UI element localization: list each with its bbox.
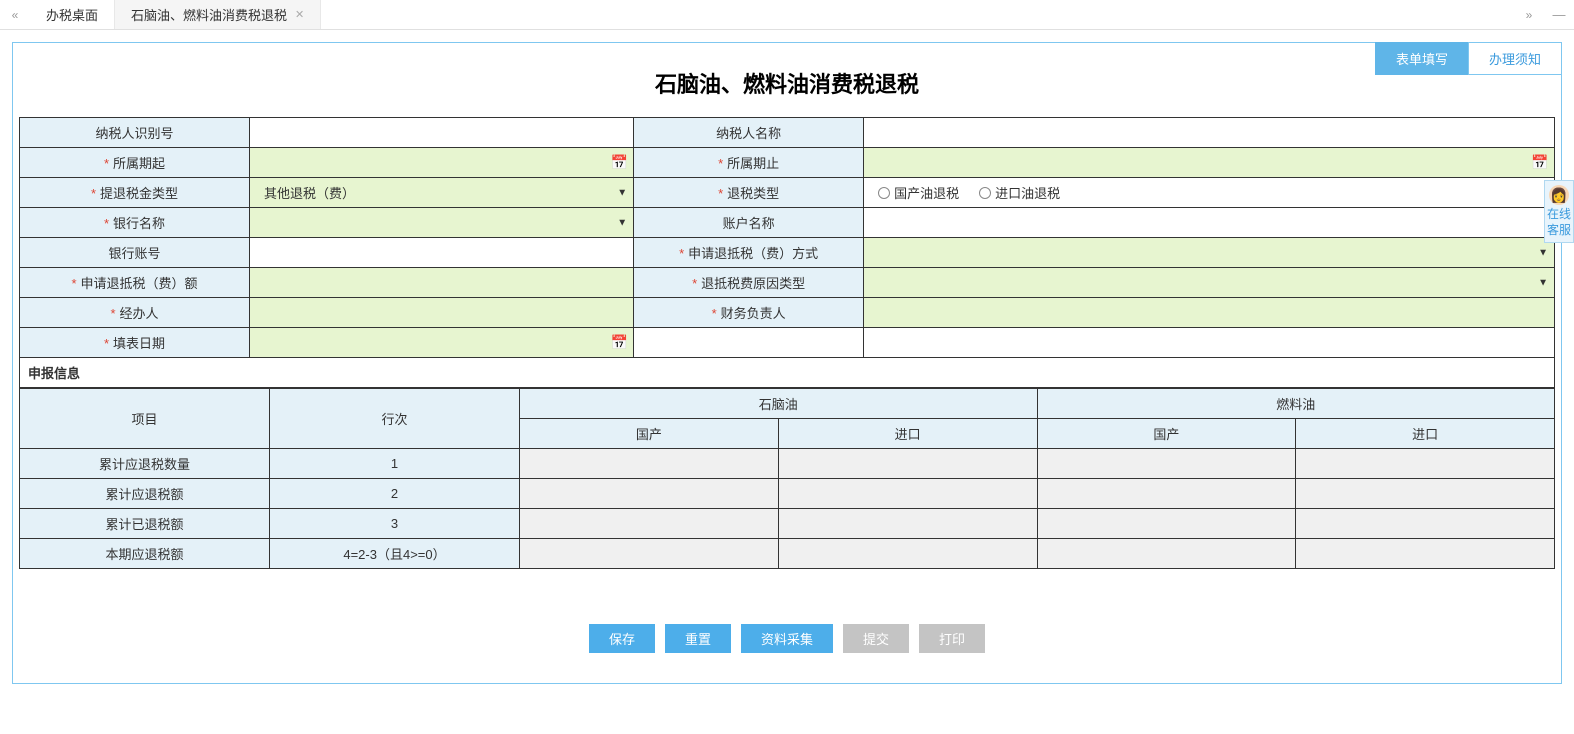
collect-button[interactable]: 资料采集 [741, 624, 833, 653]
field-fill-date[interactable]: 📅 [250, 328, 634, 358]
field-refund-method[interactable]: ▼ [864, 238, 1555, 268]
calendar-icon[interactable]: 📅 [1532, 155, 1548, 171]
cs-label: 客服 [1545, 223, 1573, 239]
col-line: 行次 [270, 389, 520, 449]
label-bank-account: 银行账号 [20, 238, 250, 268]
cell-input[interactable] [1296, 509, 1555, 539]
field-refund-reason[interactable]: ▼ [864, 268, 1555, 298]
tab-refund[interactable]: 石脑油、燃料油消费税退税 ✕ [115, 0, 321, 29]
form-table: 纳税人识别号 纳税人名称 *所属期起 📅 *所属期止 📅 *提退 [19, 117, 1555, 388]
tab-label: 石脑油、燃料油消费税退税 [131, 5, 287, 24]
table-row: 累计应退税额 2 [20, 479, 1555, 509]
declare-table: 项目 行次 石脑油 燃料油 国产 进口 国产 进口 累计应退税数量 1 [19, 388, 1555, 569]
cell-input[interactable] [520, 449, 779, 479]
tab-bar: « 办税桌面 石脑油、燃料油消费税退税 ✕ » — [0, 0, 1574, 30]
chevron-down-icon[interactable]: ▼ [617, 187, 627, 198]
field-tax-refund-type: 国产油退税 进口油退税 [864, 178, 1555, 208]
field-period-start[interactable]: 📅 [250, 148, 634, 178]
cell-input[interactable] [778, 449, 1037, 479]
radio-import[interactable]: 进口油退税 [979, 183, 1060, 202]
label-refund-fund-type: *提退税金类型 [20, 178, 250, 208]
col-naphtha-domestic: 国产 [520, 419, 779, 449]
tab-label: 办税桌面 [46, 5, 98, 24]
tabs-scroll-right[interactable]: » [1514, 0, 1544, 29]
field-taxpayer-name[interactable] [864, 118, 1555, 148]
label-period-start: *所属期起 [20, 148, 250, 178]
radio-icon [979, 187, 991, 199]
field-operator[interactable] [250, 298, 634, 328]
label-refund-amount: *申请退抵税（费）额 [20, 268, 250, 298]
cs-label: 在线 [1545, 207, 1573, 223]
cell-input[interactable] [778, 509, 1037, 539]
label-fill-date: *填表日期 [20, 328, 250, 358]
col-item: 项目 [20, 389, 270, 449]
field-refund-fund-type[interactable]: 其他退税（费） ▼ [250, 178, 634, 208]
radio-domestic[interactable]: 国产油退税 [878, 183, 959, 202]
cell-input[interactable] [1296, 479, 1555, 509]
field-finance-head[interactable] [864, 298, 1555, 328]
cell-input[interactable] [520, 479, 779, 509]
submit-button: 提交 [843, 624, 909, 653]
radio-icon [878, 187, 890, 199]
col-naphtha: 石脑油 [520, 389, 1038, 419]
label-taxpayer-id: 纳税人识别号 [20, 118, 250, 148]
label-refund-method: *申请退抵税（费）方式 [634, 238, 864, 268]
save-button[interactable]: 保存 [589, 624, 655, 653]
cell-input[interactable] [1296, 539, 1555, 569]
label-taxpayer-name: 纳税人名称 [634, 118, 864, 148]
cell-input[interactable] [778, 539, 1037, 569]
field-bank-name[interactable]: ▼ [250, 208, 634, 238]
cell-input[interactable] [1037, 479, 1296, 509]
label-account-name: 账户名称 [634, 208, 864, 238]
print-button: 打印 [919, 624, 985, 653]
reset-button[interactable]: 重置 [665, 624, 731, 653]
chevron-down-icon[interactable]: ▼ [1538, 247, 1548, 258]
label-period-end: *所属期止 [634, 148, 864, 178]
field-period-end[interactable]: 📅 [864, 148, 1555, 178]
chevron-down-icon[interactable]: ▼ [1538, 277, 1548, 288]
label-bank-name: *银行名称 [20, 208, 250, 238]
tab-desktop[interactable]: 办税桌面 [30, 0, 115, 29]
tabs-scroll-left[interactable]: « [0, 0, 30, 29]
table-row: 累计已退税额 3 [20, 509, 1555, 539]
cell-input[interactable] [1296, 449, 1555, 479]
page-title: 石脑油、燃料油消费税退税 [13, 43, 1561, 117]
close-icon[interactable]: ✕ [295, 8, 304, 21]
button-bar: 保存 重置 资料采集 提交 打印 [19, 569, 1555, 673]
customer-service-float[interactable]: 👩 在线 客服 [1544, 180, 1574, 243]
calendar-icon[interactable]: 📅 [611, 155, 627, 171]
subtab-notice[interactable]: 办理须知 [1468, 42, 1562, 75]
field-account-name[interactable] [864, 208, 1555, 238]
cell-input[interactable] [1037, 509, 1296, 539]
col-fueloil-import: 进口 [1296, 419, 1555, 449]
subtab-form-fill[interactable]: 表单填写 [1375, 42, 1469, 75]
label-refund-reason: *退抵税费原因类型 [634, 268, 864, 298]
label-operator: *经办人 [20, 298, 250, 328]
avatar-icon: 👩 [1549, 185, 1569, 205]
cell-input[interactable] [778, 479, 1037, 509]
col-naphtha-import: 进口 [778, 419, 1037, 449]
field-taxpayer-id[interactable] [250, 118, 634, 148]
chevron-down-icon[interactable]: ▼ [617, 217, 627, 228]
calendar-icon[interactable]: 📅 [611, 335, 627, 351]
declare-section-header: 申报信息 [20, 358, 1555, 388]
col-fueloil-domestic: 国产 [1037, 419, 1296, 449]
sub-tabs: 表单填写 办理须知 [1376, 42, 1562, 75]
label-tax-refund-type: *退税类型 [634, 178, 864, 208]
col-fueloil: 燃料油 [1037, 389, 1555, 419]
label-finance-head: *财务负责人 [634, 298, 864, 328]
main-panel: 表单填写 办理须知 石脑油、燃料油消费税退税 纳税人识别号 纳税人名称 *所属期… [12, 42, 1562, 684]
field-refund-amount[interactable] [250, 268, 634, 298]
cell-input[interactable] [1037, 449, 1296, 479]
table-row: 累计应退税数量 1 [20, 449, 1555, 479]
cell-input[interactable] [520, 539, 779, 569]
cell-input[interactable] [1037, 539, 1296, 569]
table-row: 本期应退税额 4=2-3（且4>=0） [20, 539, 1555, 569]
field-bank-account[interactable] [250, 238, 634, 268]
minimize-icon[interactable]: — [1544, 0, 1574, 29]
cell-input[interactable] [520, 509, 779, 539]
